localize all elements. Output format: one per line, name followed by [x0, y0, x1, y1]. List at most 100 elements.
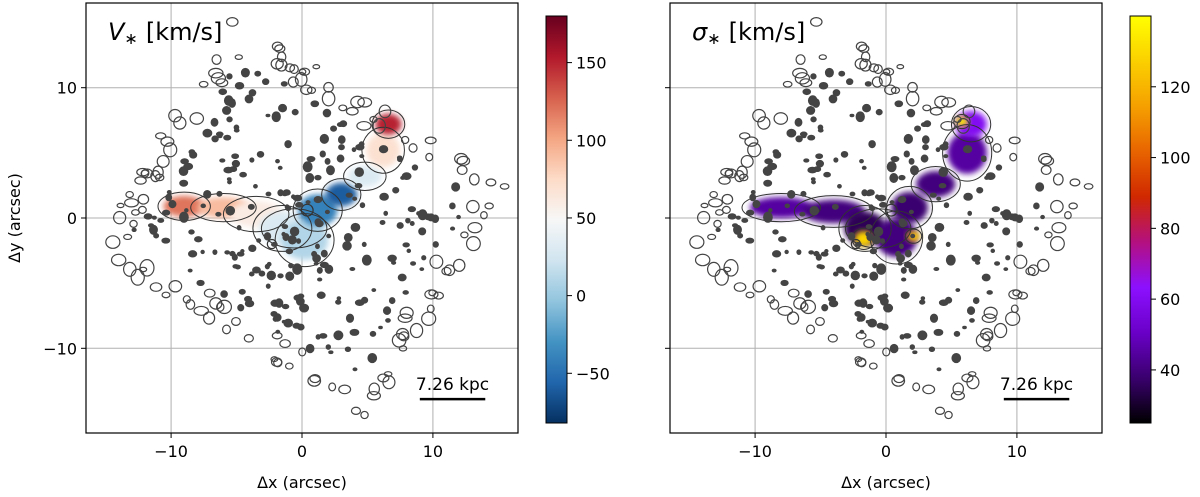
noise-contour	[157, 217, 165, 223]
noise-contour	[859, 58, 872, 72]
y-tick-label: 0	[67, 209, 77, 228]
noise-contour	[344, 346, 352, 353]
noise-contour	[360, 296, 369, 304]
noise-contour	[328, 350, 334, 355]
noise-contour	[991, 206, 1001, 213]
noise-contour	[898, 174, 906, 181]
noise-contour	[405, 217, 411, 224]
noise-contour	[782, 80, 793, 88]
noise-contour	[179, 211, 189, 223]
noise-contour	[131, 209, 140, 216]
noise-contour	[306, 86, 317, 94]
noise-contour	[193, 305, 210, 316]
noise-contour	[155, 132, 167, 140]
map-pixel-region	[325, 182, 357, 207]
map-pixel-region	[916, 171, 956, 198]
noise-contour	[1069, 178, 1081, 187]
noise-contour	[351, 147, 357, 153]
noise-contour	[466, 199, 480, 214]
noise-contour	[972, 297, 980, 305]
noise-contour	[955, 288, 961, 292]
noise-contour	[815, 153, 824, 160]
noise-contour	[254, 70, 262, 77]
noise-contour	[832, 244, 841, 253]
noise-contour	[906, 108, 916, 118]
noise-contour	[368, 382, 381, 396]
noise-contour	[233, 128, 240, 133]
noise-contour	[336, 122, 344, 128]
noise-contour	[810, 73, 817, 80]
noise-contour	[933, 328, 944, 336]
noise-contour	[850, 270, 861, 281]
noise-contour	[418, 227, 427, 236]
noise-contour	[799, 211, 806, 217]
noise-contour	[419, 267, 425, 272]
noise-contour	[263, 232, 272, 241]
noise-contour	[449, 226, 456, 231]
noise-contour	[287, 76, 299, 88]
noise-contour	[225, 205, 236, 216]
noise-contour	[258, 270, 266, 277]
noise-contour	[757, 116, 771, 130]
scale-bar-label: 7.26 kpc	[416, 375, 489, 395]
noise-contour	[292, 322, 301, 329]
noise-contour	[284, 63, 296, 73]
colorbar	[1129, 15, 1152, 424]
noise-contour	[400, 175, 406, 180]
noise-contour	[849, 283, 855, 289]
noise-contour	[854, 357, 867, 367]
noise-contour	[349, 267, 356, 272]
noise-contour	[208, 67, 224, 79]
noise-contour	[875, 108, 883, 116]
noise-contour	[328, 382, 337, 392]
noise-contour	[424, 136, 437, 145]
noise-contour	[421, 255, 427, 261]
noise-contour	[310, 100, 320, 108]
noise-contour	[983, 306, 998, 319]
noise-contour	[828, 94, 838, 104]
noise-contour	[333, 330, 344, 341]
noise-contour	[356, 120, 372, 131]
noise-contour	[237, 303, 245, 312]
noise-contour	[689, 235, 705, 249]
noise-contour	[810, 116, 817, 123]
noise-contour	[378, 145, 389, 154]
noise-contour	[938, 167, 949, 178]
noise-contour	[397, 273, 407, 282]
contour-line	[910, 165, 961, 203]
noise-contour	[938, 183, 947, 189]
noise-contour	[966, 375, 980, 390]
noise-contour	[272, 316, 279, 322]
noise-contour	[137, 193, 150, 205]
noise-contour	[764, 158, 773, 165]
noise-contour	[962, 325, 967, 330]
noise-contour	[409, 220, 415, 227]
colorbar-tick-label: 0	[576, 287, 586, 306]
noise-contour	[910, 233, 916, 239]
noise-contour	[323, 81, 334, 93]
noise-contour	[284, 362, 294, 370]
noise-contour	[187, 268, 193, 273]
x-tick-label: 10	[423, 442, 443, 461]
noise-contour	[900, 291, 910, 299]
noise-contour	[1016, 241, 1023, 248]
flux-contours	[105, 17, 510, 420]
contour-line	[886, 185, 933, 230]
noise-contour	[907, 81, 918, 93]
noise-contour	[876, 322, 885, 329]
noise-contour	[227, 179, 232, 185]
noise-contour	[406, 248, 412, 254]
noise-contour	[787, 190, 796, 199]
noise-contour	[222, 106, 232, 115]
noise-contour	[231, 159, 241, 168]
noise-contour	[862, 103, 872, 113]
noise-contour	[408, 143, 418, 153]
noise-contour	[784, 249, 789, 255]
noise-contour	[160, 136, 175, 147]
noise-contour	[980, 155, 987, 160]
noise-contour	[706, 261, 721, 277]
noise-contour	[152, 165, 164, 179]
noise-contour	[724, 169, 734, 178]
noise-contour	[265, 283, 271, 289]
noise-contour	[975, 260, 981, 265]
